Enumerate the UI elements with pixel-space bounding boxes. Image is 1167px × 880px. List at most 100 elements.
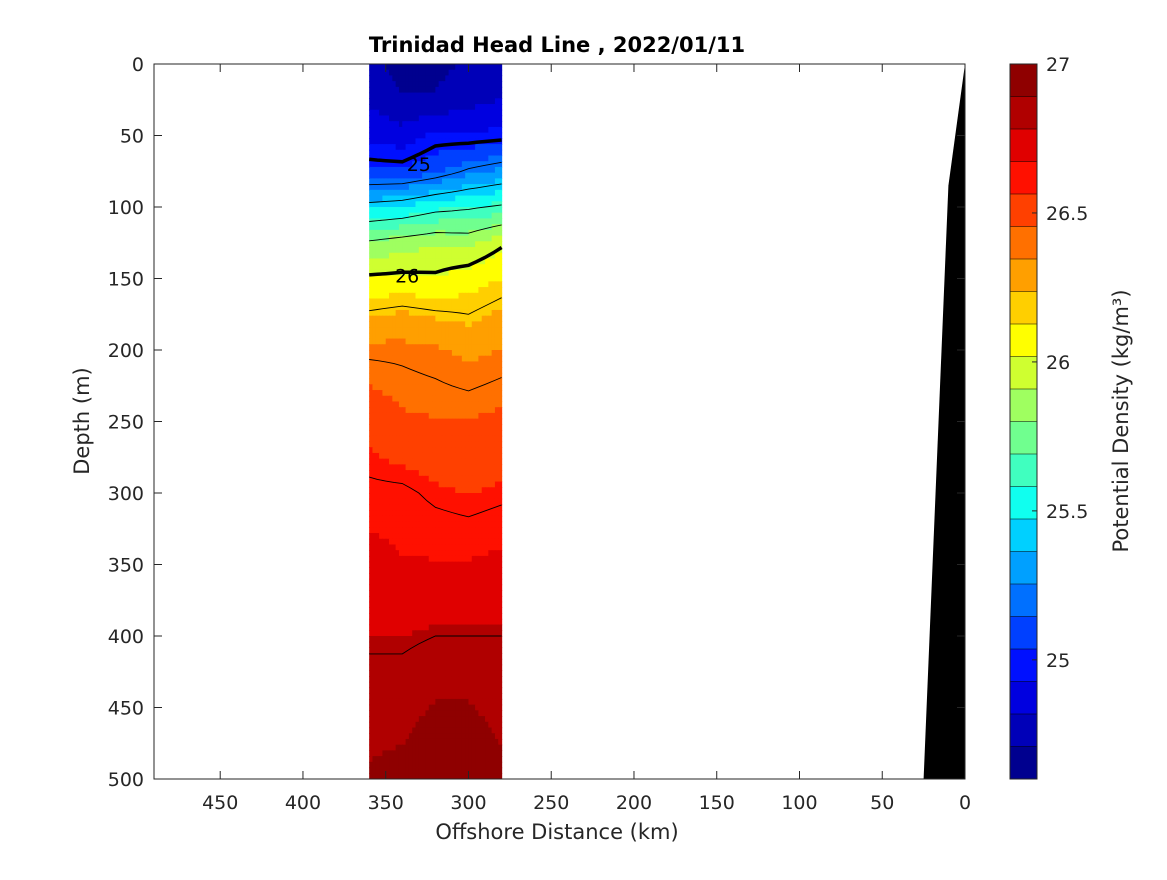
density-cell (432, 704, 436, 711)
density-cell (488, 487, 493, 494)
density-cell (461, 401, 466, 408)
density-cell (455, 430, 460, 437)
density-cell (491, 378, 496, 385)
density-cell (478, 767, 483, 774)
density-cell (418, 567, 423, 574)
density-cell (458, 281, 463, 288)
density-cell (379, 298, 383, 305)
density-cell (369, 636, 374, 643)
density-cell (398, 773, 403, 779)
density-cell (408, 75, 413, 82)
density-cell (398, 315, 403, 322)
density-cell (435, 498, 440, 506)
density-cell (435, 550, 440, 557)
density-cell (415, 636, 420, 643)
density-cell (478, 144, 483, 151)
density-cell (455, 224, 460, 231)
density-cell (392, 338, 397, 345)
density-cell (405, 510, 410, 517)
density-cell (478, 121, 483, 128)
density-cell (398, 287, 403, 294)
density-cell (441, 390, 446, 397)
density-cell (382, 344, 387, 351)
density-cell (465, 252, 470, 260)
density-cell (369, 538, 374, 546)
density-cell (379, 81, 383, 88)
density-cell (451, 773, 456, 779)
density-cell (422, 504, 427, 511)
density-cell (475, 189, 479, 197)
density-cell (481, 184, 486, 191)
density-cell (494, 573, 499, 580)
density-cell (465, 664, 470, 671)
density-cell (392, 224, 397, 231)
density-cell (458, 670, 463, 677)
density-cell (385, 727, 390, 734)
density-cell (475, 767, 479, 774)
density-cell (448, 670, 453, 677)
density-cell (488, 521, 493, 528)
density-cell (385, 109, 390, 117)
density-cell (372, 412, 377, 420)
density-cell (455, 727, 460, 734)
density-cell (389, 481, 393, 488)
density-cell (488, 86, 493, 94)
density-cell (488, 767, 493, 774)
density-cell (392, 92, 397, 99)
density-cell (415, 584, 420, 591)
density-cell (488, 395, 493, 403)
density-cell (425, 761, 430, 769)
density-cell (445, 561, 450, 568)
density-cell (485, 309, 489, 317)
density-cell (468, 298, 473, 305)
density-cell (465, 590, 470, 597)
density-cell (428, 350, 433, 357)
density-cell (465, 653, 470, 660)
density-cell (379, 172, 383, 179)
density-cell (498, 561, 503, 568)
density-cell (379, 258, 383, 265)
density-cell (382, 653, 387, 660)
density-cell (402, 384, 407, 391)
density-cell (379, 109, 383, 117)
density-cell (461, 109, 466, 117)
density-cell (389, 498, 393, 506)
density-cell (382, 533, 387, 540)
density-cell (402, 527, 407, 534)
density-cell (485, 578, 489, 586)
density-cell (428, 155, 433, 162)
density-cell (475, 498, 479, 506)
density-cell (461, 555, 466, 563)
density-cell (435, 567, 440, 574)
density-cell (425, 201, 430, 208)
density-cell (435, 601, 440, 608)
density-cell (369, 138, 374, 145)
density-cell (425, 521, 430, 528)
density-cell (428, 195, 433, 202)
density-cell (382, 544, 387, 551)
density-cell (428, 618, 433, 626)
density-cell (412, 287, 417, 294)
density-cell (389, 464, 393, 471)
density-cell (478, 372, 483, 380)
density-cell (485, 298, 489, 305)
density-cell (385, 618, 390, 626)
density-cell (412, 378, 417, 385)
density-cell (438, 361, 443, 368)
density-cell (389, 412, 393, 420)
density-cell (441, 350, 446, 357)
density-cell (461, 378, 466, 385)
density-cell (481, 458, 486, 465)
density-cell (412, 189, 417, 197)
density-cell (471, 481, 476, 488)
density-cell (432, 458, 436, 465)
density-cell (491, 350, 496, 357)
density-cell (448, 584, 453, 591)
density-cell (418, 630, 423, 637)
density-cell (369, 647, 374, 654)
density-cell (398, 395, 403, 403)
density-cell (458, 481, 463, 488)
density-cell (412, 693, 417, 700)
density-cell (418, 69, 423, 77)
density-cell (425, 538, 430, 546)
